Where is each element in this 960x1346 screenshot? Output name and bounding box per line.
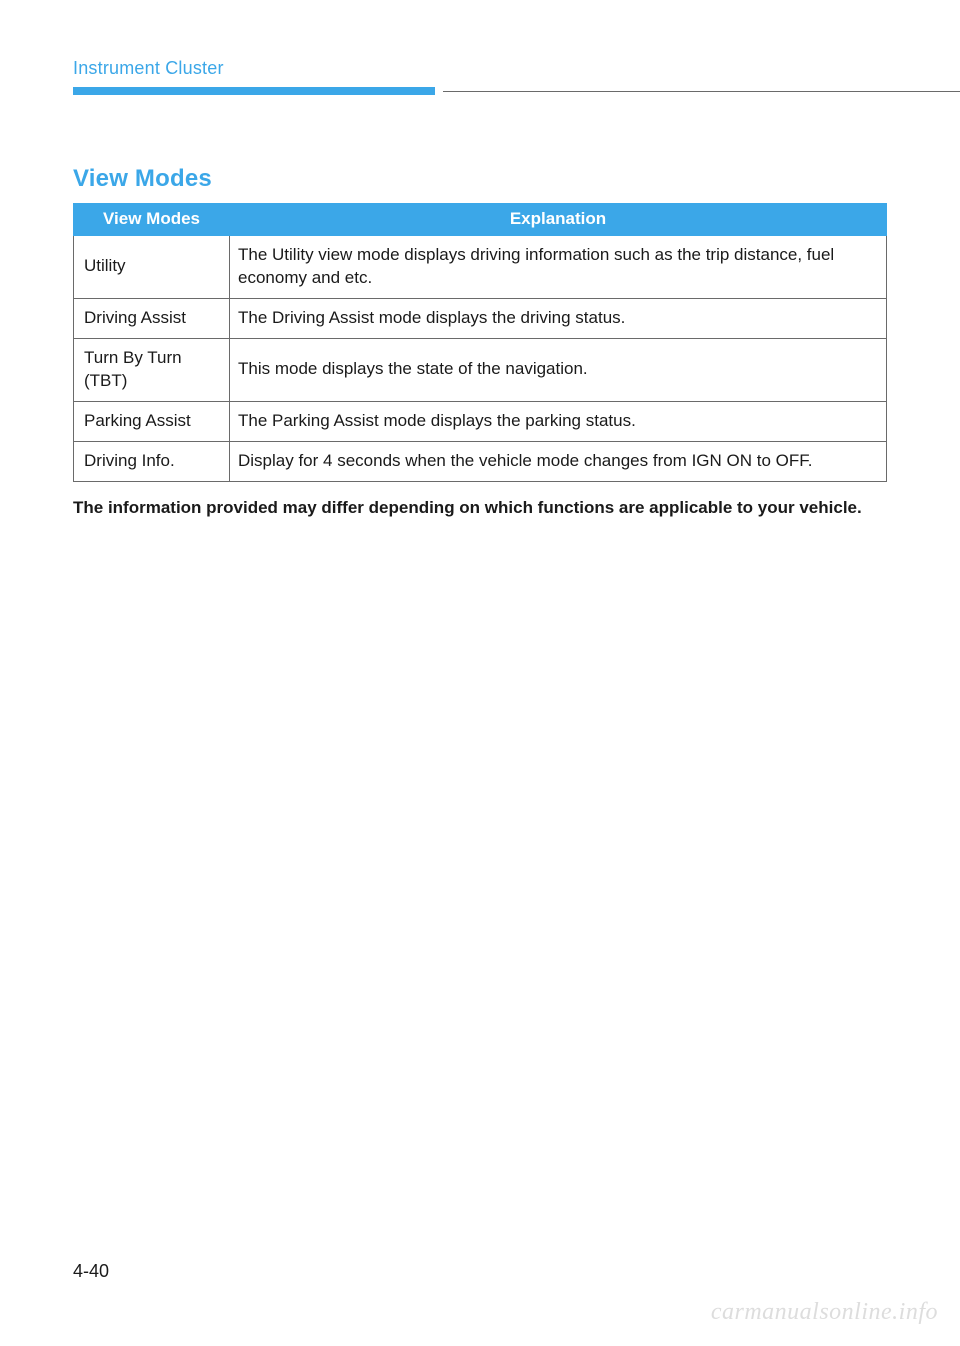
table-header-explanation: Explanation xyxy=(230,204,887,236)
table-header-mode: View Modes xyxy=(74,204,230,236)
watermark: carmanualsonline.info xyxy=(711,1299,938,1326)
table-row: Driving Assist The Driving Assist mode d… xyxy=(74,298,887,338)
mode-explanation-cell: The Parking Assist mode displays the par… xyxy=(230,401,887,441)
section-label: Instrument Cluster xyxy=(73,58,960,79)
table-row: Parking Assist The Parking Assist mode d… xyxy=(74,401,887,441)
header-rule xyxy=(73,87,960,95)
section-heading: View Modes xyxy=(73,165,887,193)
table-row: Utility The Utility view mode displays d… xyxy=(74,235,887,298)
header-rule-thin xyxy=(443,91,960,92)
table-header-row: View Modes Explanation xyxy=(74,204,887,236)
view-modes-table: View Modes Explanation Utility The Utili… xyxy=(73,203,887,482)
table-row: Turn By Turn (TBT) This mode displays th… xyxy=(74,338,887,401)
mode-name-cell: Driving Info. xyxy=(74,441,230,481)
header-rule-thick xyxy=(73,87,435,95)
mode-explanation-cell: Display for 4 seconds when the vehicle m… xyxy=(230,441,887,481)
footnote: The information provided may differ depe… xyxy=(73,496,887,520)
mode-name-cell: Turn By Turn (TBT) xyxy=(74,338,230,401)
page-content: View Modes View Modes Explanation Utilit… xyxy=(0,95,960,519)
mode-explanation-cell: The Utility view mode displays driving i… xyxy=(230,235,887,298)
table-row: Driving Info. Display for 4 seconds when… xyxy=(74,441,887,481)
mode-name-cell: Utility xyxy=(74,235,230,298)
mode-explanation-cell: This mode displays the state of the navi… xyxy=(230,338,887,401)
mode-name-cell: Driving Assist xyxy=(74,298,230,338)
page-header: Instrument Cluster xyxy=(0,0,960,95)
page-number: 4-40 xyxy=(73,1261,109,1282)
mode-name-cell: Parking Assist xyxy=(74,401,230,441)
mode-explanation-cell: The Driving Assist mode displays the dri… xyxy=(230,298,887,338)
